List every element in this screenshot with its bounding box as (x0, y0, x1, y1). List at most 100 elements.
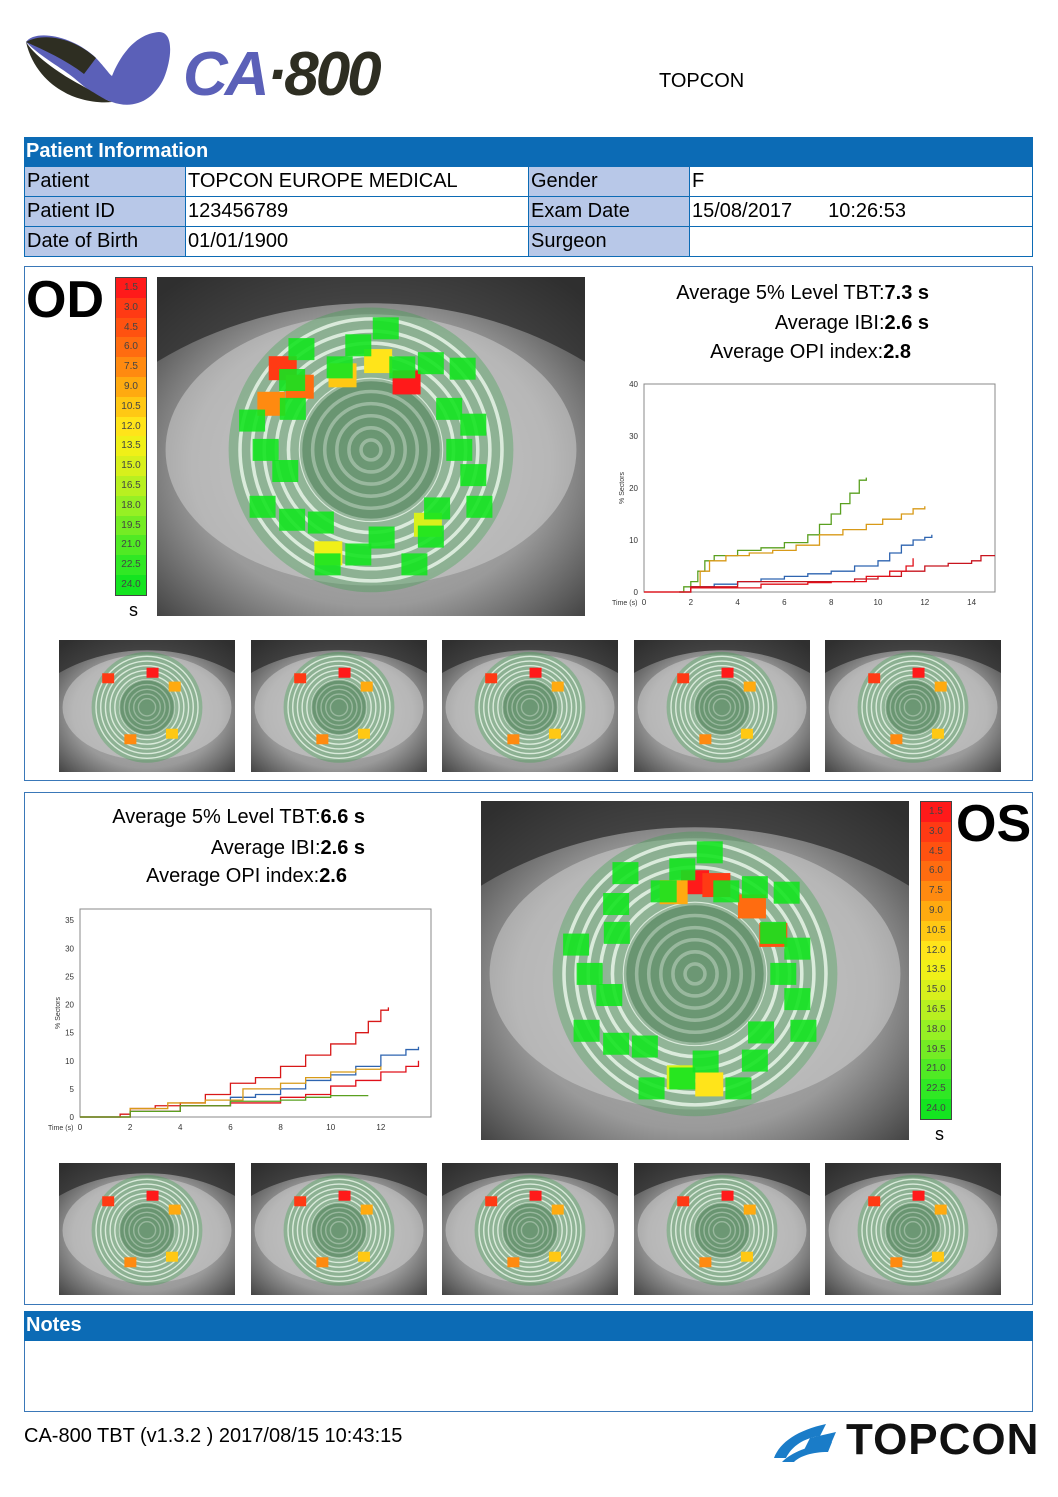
os-thumbnail-5[interactable] (825, 1163, 1001, 1295)
os-tbt-value: 6.6 s (320, 806, 365, 828)
od-thumbnail-2[interactable] (251, 640, 427, 772)
exam-date-value: 15/08/2017 (692, 200, 793, 222)
os-ibi-stat: Average IBI:2.6 s (211, 837, 365, 860)
x-tick-label: 0 (642, 598, 647, 607)
scale-cell: 18.0 (921, 1019, 951, 1040)
y-tick-label: 5 (70, 1085, 75, 1094)
od-opi-value: 2.8 (883, 341, 911, 363)
scale-cell: 21.0 (921, 1059, 951, 1080)
scale-cell: 12.0 (116, 416, 146, 437)
topcon-logo-icon (770, 1418, 1034, 1464)
od-eye-label: OD (26, 271, 104, 329)
y-tick-label: 40 (629, 380, 638, 389)
scale-cell: 19.5 (116, 515, 146, 536)
os-opi-stat: Average OPI index:2.6 (146, 865, 347, 888)
os-color-scale: 1.5 3.0 4.5 6.0 7.5 9.0 10.5 12.0 13.5 15.0 16.5 18… (920, 801, 952, 1120)
scale-cell: 10.5 (116, 396, 146, 417)
od-tbt-label: Average 5% Level TBT: (676, 282, 885, 304)
scale-cell: 24.0 (116, 574, 146, 595)
ca800-logo-icon (24, 28, 174, 110)
exam-date-cell: 15/08/2017 10:26:53 (689, 196, 1033, 227)
scale-cell: 16.5 (921, 999, 951, 1020)
od-ibi-value: 2.6 s (884, 312, 929, 334)
os-opi-label: Average OPI index: (146, 865, 320, 887)
od-thumbnail-5[interactable] (825, 640, 1001, 772)
os-ibi-value: 2.6 s (320, 837, 365, 859)
scale-cell: 9.0 (921, 900, 951, 921)
scale-cell: 6.0 (116, 337, 146, 358)
od-breakup-chart: 0 2 4 6 8 10 12 14 0 10 20 30 40 Time (s) % Sectors (608, 378, 1003, 618)
os-eye-map-image (481, 801, 909, 1140)
od-ibi-stat: Average IBI:2.6 s (775, 312, 929, 335)
scale-cell: 1.5 (116, 278, 146, 298)
x-tick-label: 8 (278, 1123, 283, 1132)
os-tbt-label: Average 5% Level TBT: (112, 806, 321, 828)
scale-cell: 3.0 (116, 297, 146, 318)
logo-800: ·800 (266, 40, 382, 109)
surgeon-label: Surgeon (528, 226, 690, 257)
os-eye-label: OS (956, 795, 1032, 853)
y-tick-label: 25 (65, 972, 74, 981)
scale-cell: 3.0 (921, 821, 951, 842)
od-tbt-value: 7.3 s (884, 282, 929, 304)
scale-cell: 1.5 (921, 802, 951, 822)
od-tbt-stat: Average 5% Level TBT:7.3 s (676, 282, 929, 305)
os-ibi-label: Average IBI: (210, 837, 321, 859)
exam-time-value: 10:26:53 (828, 200, 906, 222)
notes-area[interactable] (24, 1341, 1033, 1412)
od-thumbnail-4[interactable] (634, 640, 810, 772)
scale-cell: 7.5 (921, 881, 951, 901)
gender-value: F (689, 166, 1033, 197)
ca800-logo-text: CA·800 (183, 44, 382, 106)
x-tick-label: 12 (376, 1123, 385, 1132)
od-eye-map-image (157, 277, 585, 616)
od-panel (24, 266, 1033, 781)
series-line (80, 1046, 420, 1118)
os-thumbnail-2[interactable] (251, 1163, 427, 1295)
x-tick-label: 10 (326, 1123, 335, 1132)
series-line (80, 1066, 382, 1118)
os-thumbnail-3[interactable] (442, 1163, 618, 1295)
scale-cell: 4.5 (116, 317, 146, 338)
scale-cell: 18.0 (116, 495, 146, 516)
logo-ca: CA (183, 40, 270, 109)
scale-cell: 4.5 (921, 841, 951, 862)
y-tick-label: 10 (65, 1057, 74, 1066)
x-tick-label: 10 (874, 598, 883, 607)
x-tick-label: 12 (920, 598, 929, 607)
patient-value: TOPCON EUROPE MEDICAL (185, 166, 529, 197)
y-axis-label: % Sectors (619, 472, 626, 504)
y-tick-label: 30 (629, 432, 638, 441)
series-line (644, 558, 914, 593)
patient-info-title: Patient Information (24, 137, 1033, 167)
patient-id-value: 123456789 (185, 196, 529, 227)
x-tick-label: 8 (829, 598, 834, 607)
os-thumbnail-1[interactable] (59, 1163, 235, 1295)
patient-id-label: Patient ID (24, 196, 186, 227)
brand-name-top: TOPCON (659, 70, 745, 92)
y-tick-label: 0 (70, 1113, 75, 1122)
scale-cell: 13.5 (116, 436, 146, 457)
scale-cell: 9.0 (116, 376, 146, 397)
y-tick-label: 20 (629, 484, 638, 493)
od-thumbnail-1[interactable] (59, 640, 235, 772)
exam-date-label: Exam Date (528, 196, 690, 227)
series-line (80, 1094, 369, 1118)
x-axis-label: Time (s) (612, 600, 637, 607)
x-tick-label: 0 (78, 1123, 83, 1132)
od-ibi-label: Average IBI: (774, 312, 885, 334)
series-line (679, 534, 933, 593)
scale-cell: 15.0 (116, 456, 146, 476)
series-line (679, 477, 867, 593)
od-thumbnail-3[interactable] (442, 640, 618, 772)
os-panel (24, 792, 1033, 1305)
scale-cell: 21.0 (116, 535, 146, 556)
x-axis-label: Time (s) (48, 1125, 73, 1132)
x-tick-label: 2 (689, 598, 694, 607)
os-thumbnail-4[interactable] (634, 1163, 810, 1295)
os-tbt-stat: Average 5% Level TBT:6.6 s (112, 806, 365, 829)
x-tick-label: 14 (967, 598, 976, 607)
series-line (679, 506, 926, 593)
dob-label: Date of Birth (24, 226, 186, 257)
od-opi-label: Average OPI index: (710, 341, 884, 363)
